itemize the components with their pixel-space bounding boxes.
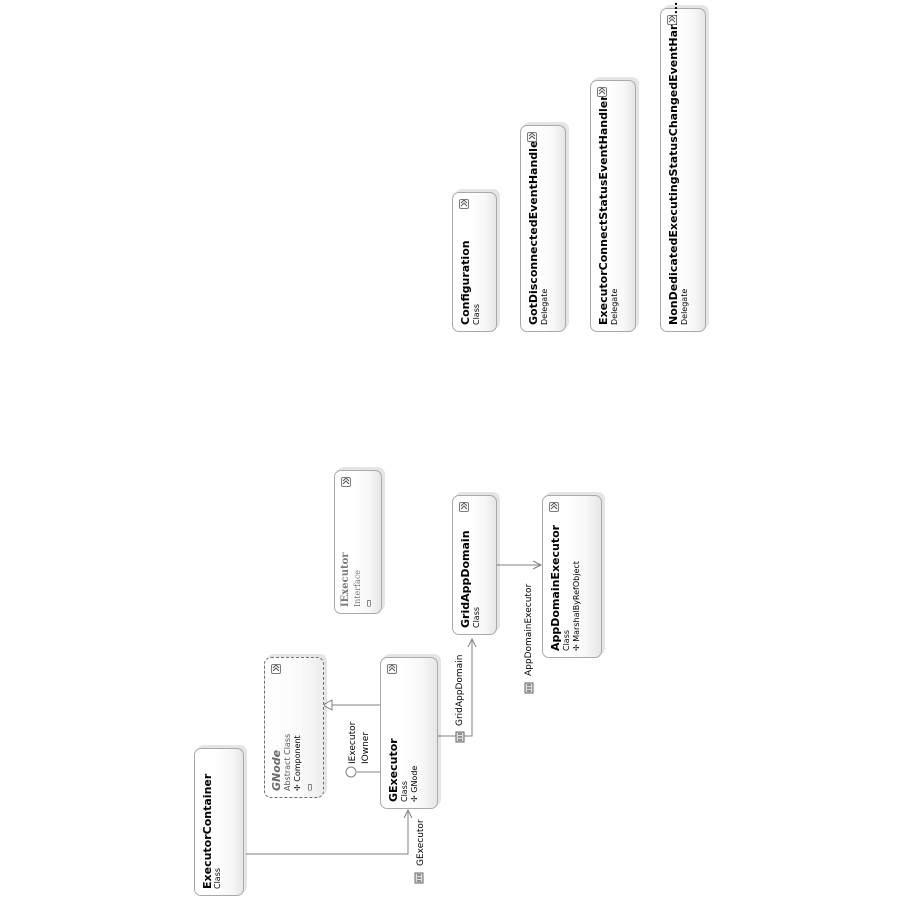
class-name: GridAppDomain	[459, 530, 472, 628]
expand-chevron-icon[interactable]	[549, 502, 559, 512]
expand-chevron-icon[interactable]	[597, 87, 607, 97]
property-icon	[414, 872, 424, 884]
delegate-kind: Delegate	[680, 288, 689, 325]
class-box-executorcontainer[interactable]: ExecutorContainer Class	[194, 748, 244, 896]
class-name: GExecutor	[387, 738, 400, 802]
class-box-gexecutor[interactable]: GExecutor Class ✢ GNode	[380, 657, 438, 809]
expand-chevron-icon[interactable]	[341, 477, 351, 487]
interface-box-iexecutor[interactable]: IExecutor Interface ▭	[334, 470, 382, 614]
collapse-icon[interactable]: ▭	[364, 599, 373, 607]
class-kind: Class	[213, 867, 222, 889]
base-class: ✢ Component	[293, 735, 302, 791]
delegate-name: NonDedicatedExecutingStatusChangedEventH…	[667, 1, 680, 325]
class-kind: Class	[400, 780, 409, 802]
expand-chevron-icon[interactable]	[459, 199, 469, 209]
lollipop-label-iexecutor: IExecutor	[348, 721, 358, 764]
delegate-name: ExecutorConnectStatusEventHandler	[597, 95, 610, 325]
property-icon	[455, 731, 465, 743]
association-label-gridappdomain: GridAppDomain	[455, 654, 465, 726]
association-arrow-gridappdomain	[467, 637, 477, 648]
expand-chevron-icon[interactable]	[387, 664, 397, 674]
property-icon	[524, 682, 534, 694]
class-name: Configuration	[459, 240, 472, 325]
class-box-gnode[interactable]: GNode Abstract Class ✢ Component ▭	[264, 657, 324, 798]
association-line-gexecutor	[246, 812, 409, 855]
association-line-gridappdomain	[438, 640, 473, 737]
base-class-label: Component	[293, 735, 302, 782]
class-name: GNode	[270, 749, 283, 791]
class-box-appdomainexecutor[interactable]: AppDomainExecutor Class ✢ MarshalByRefOb…	[542, 495, 602, 658]
base-class-label: GNode	[410, 765, 419, 793]
delegate-box-executorconnectstatus[interactable]: ExecutorConnectStatusEventHandler Delega…	[590, 80, 636, 332]
delegate-name: GotDisconnectedEventHandler	[527, 135, 540, 325]
association-label-appdomainexecutor: AppDomainExecutor	[524, 583, 534, 676]
lollipop-circle	[345, 766, 357, 778]
class-kind: Class	[472, 606, 481, 628]
inheritance-arrow	[321, 699, 333, 711]
expand-chevron-icon[interactable]	[271, 664, 281, 674]
interface-kind: Interface	[353, 569, 362, 607]
association-label-gexecutor: GExecutor	[416, 819, 426, 866]
class-kind: Class	[472, 303, 481, 325]
class-box-configuration[interactable]: Configuration Class	[452, 192, 497, 332]
base-class: ✢ GNode	[410, 765, 419, 802]
delegate-box-gotdisconnected[interactable]: GotDisconnectedEventHandler Delegate	[520, 125, 566, 332]
lollipop-label-iowner: IOwner	[361, 731, 371, 764]
expand-chevron-icon[interactable]	[667, 15, 677, 25]
expand-chevron-icon[interactable]	[459, 502, 469, 512]
delegate-kind: Delegate	[610, 288, 619, 325]
association-arrow-gexecutor	[403, 808, 413, 819]
expand-chevron-icon[interactable]	[527, 132, 537, 142]
collapse-icon[interactable]: ▭	[305, 783, 314, 791]
association-arrow-appdomainexecutor	[532, 560, 543, 570]
base-class-label: MarshalByRefObject	[572, 561, 581, 642]
delegate-box-nondedicated[interactable]: NonDedicatedExecutingStatusChangedEventH…	[660, 2, 706, 332]
class-name: AppDomainExecutor	[549, 524, 562, 651]
interface-name: IExecutor	[340, 552, 351, 607]
delegate-kind: Delegate	[540, 288, 549, 325]
class-kind: Abstract Class	[283, 733, 292, 791]
base-class: ✢ MarshalByRefObject	[572, 561, 581, 651]
class-box-gridappdomain[interactable]: GridAppDomain Class	[452, 495, 497, 635]
class-kind: Class	[562, 629, 571, 651]
